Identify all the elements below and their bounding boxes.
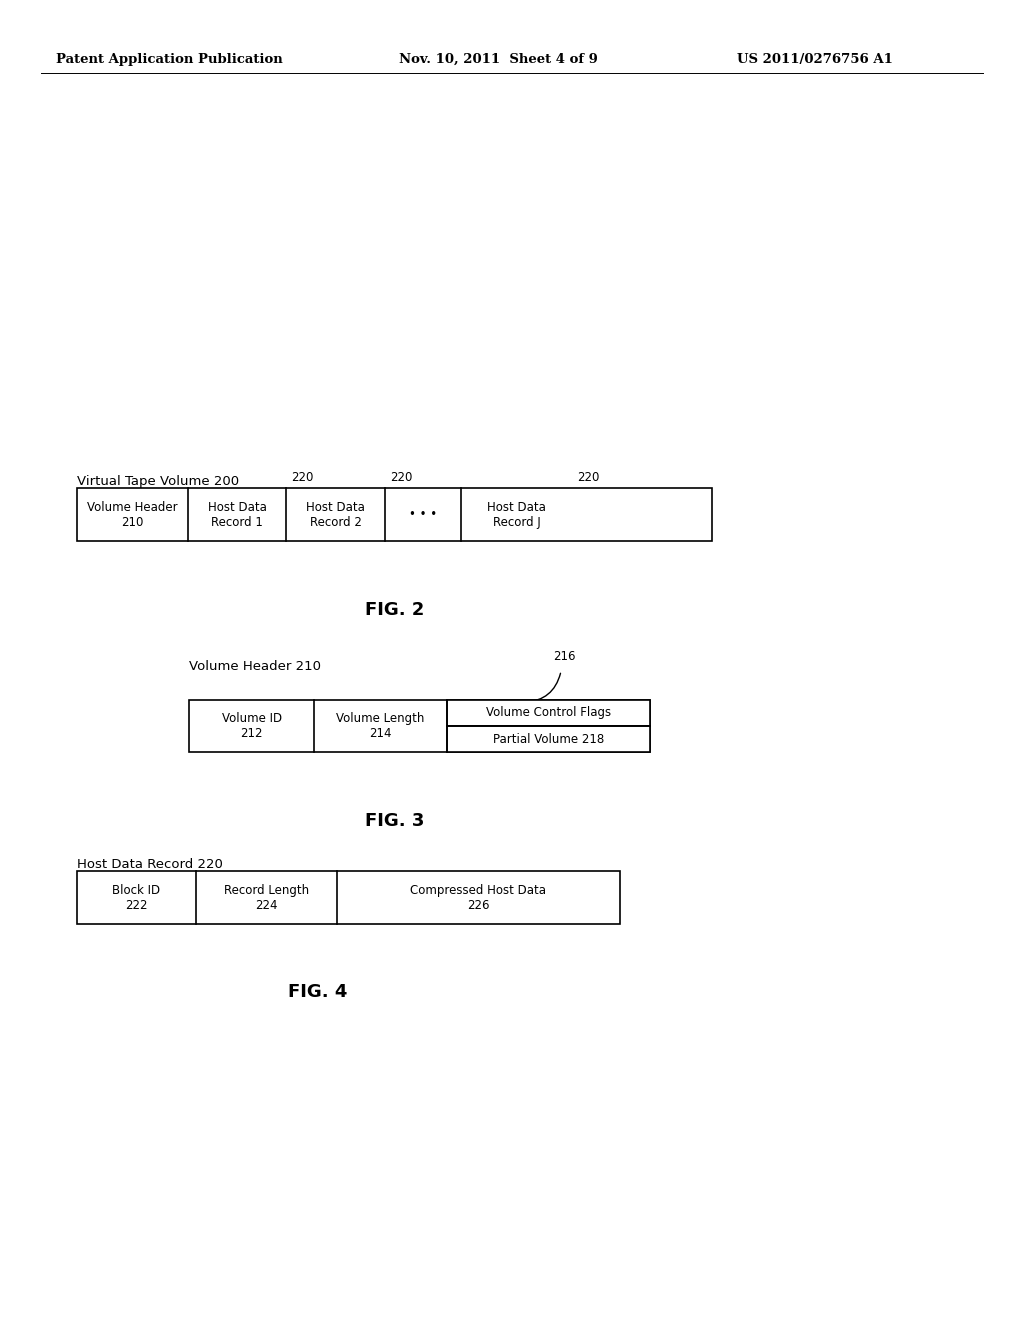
Text: Volume Control Flags: Volume Control Flags <box>486 706 611 719</box>
Text: • • •: • • • <box>409 508 437 521</box>
Text: Volume ID
212: Volume ID 212 <box>221 711 282 741</box>
Text: Host Data
Record 2: Host Data Record 2 <box>306 500 365 529</box>
Bar <box>77 871 620 924</box>
Text: Host Data
Record J: Host Data Record J <box>487 500 546 529</box>
Text: US 2011/0276756 A1: US 2011/0276756 A1 <box>737 53 893 66</box>
Text: Block ID
222: Block ID 222 <box>113 883 161 912</box>
Bar <box>77 488 712 541</box>
Text: Host Data
Record 1: Host Data Record 1 <box>208 500 266 529</box>
Text: FIG. 3: FIG. 3 <box>365 812 424 830</box>
Text: Virtual Tape Volume 200: Virtual Tape Volume 200 <box>77 475 239 488</box>
Text: Host Data Record 220: Host Data Record 220 <box>77 858 222 871</box>
Bar <box>189 700 650 752</box>
Text: 220: 220 <box>578 471 599 484</box>
Text: Partial Volume 218: Partial Volume 218 <box>494 733 604 746</box>
Text: Compressed Host Data
226: Compressed Host Data 226 <box>411 883 547 912</box>
Text: Volume Header
210: Volume Header 210 <box>87 500 178 529</box>
Bar <box>447 726 650 752</box>
Text: Record Length
224: Record Length 224 <box>224 883 309 912</box>
Text: 216: 216 <box>553 649 575 663</box>
Text: Patent Application Publication: Patent Application Publication <box>56 53 283 66</box>
Text: Volume Length
214: Volume Length 214 <box>337 711 425 741</box>
Text: FIG. 2: FIG. 2 <box>365 601 424 619</box>
Text: Volume Header 210: Volume Header 210 <box>189 660 322 673</box>
Text: FIG. 4: FIG. 4 <box>288 983 347 1002</box>
Text: 220: 220 <box>390 471 413 484</box>
Text: Nov. 10, 2011  Sheet 4 of 9: Nov. 10, 2011 Sheet 4 of 9 <box>399 53 598 66</box>
Text: 220: 220 <box>292 471 313 484</box>
Bar <box>447 700 650 726</box>
